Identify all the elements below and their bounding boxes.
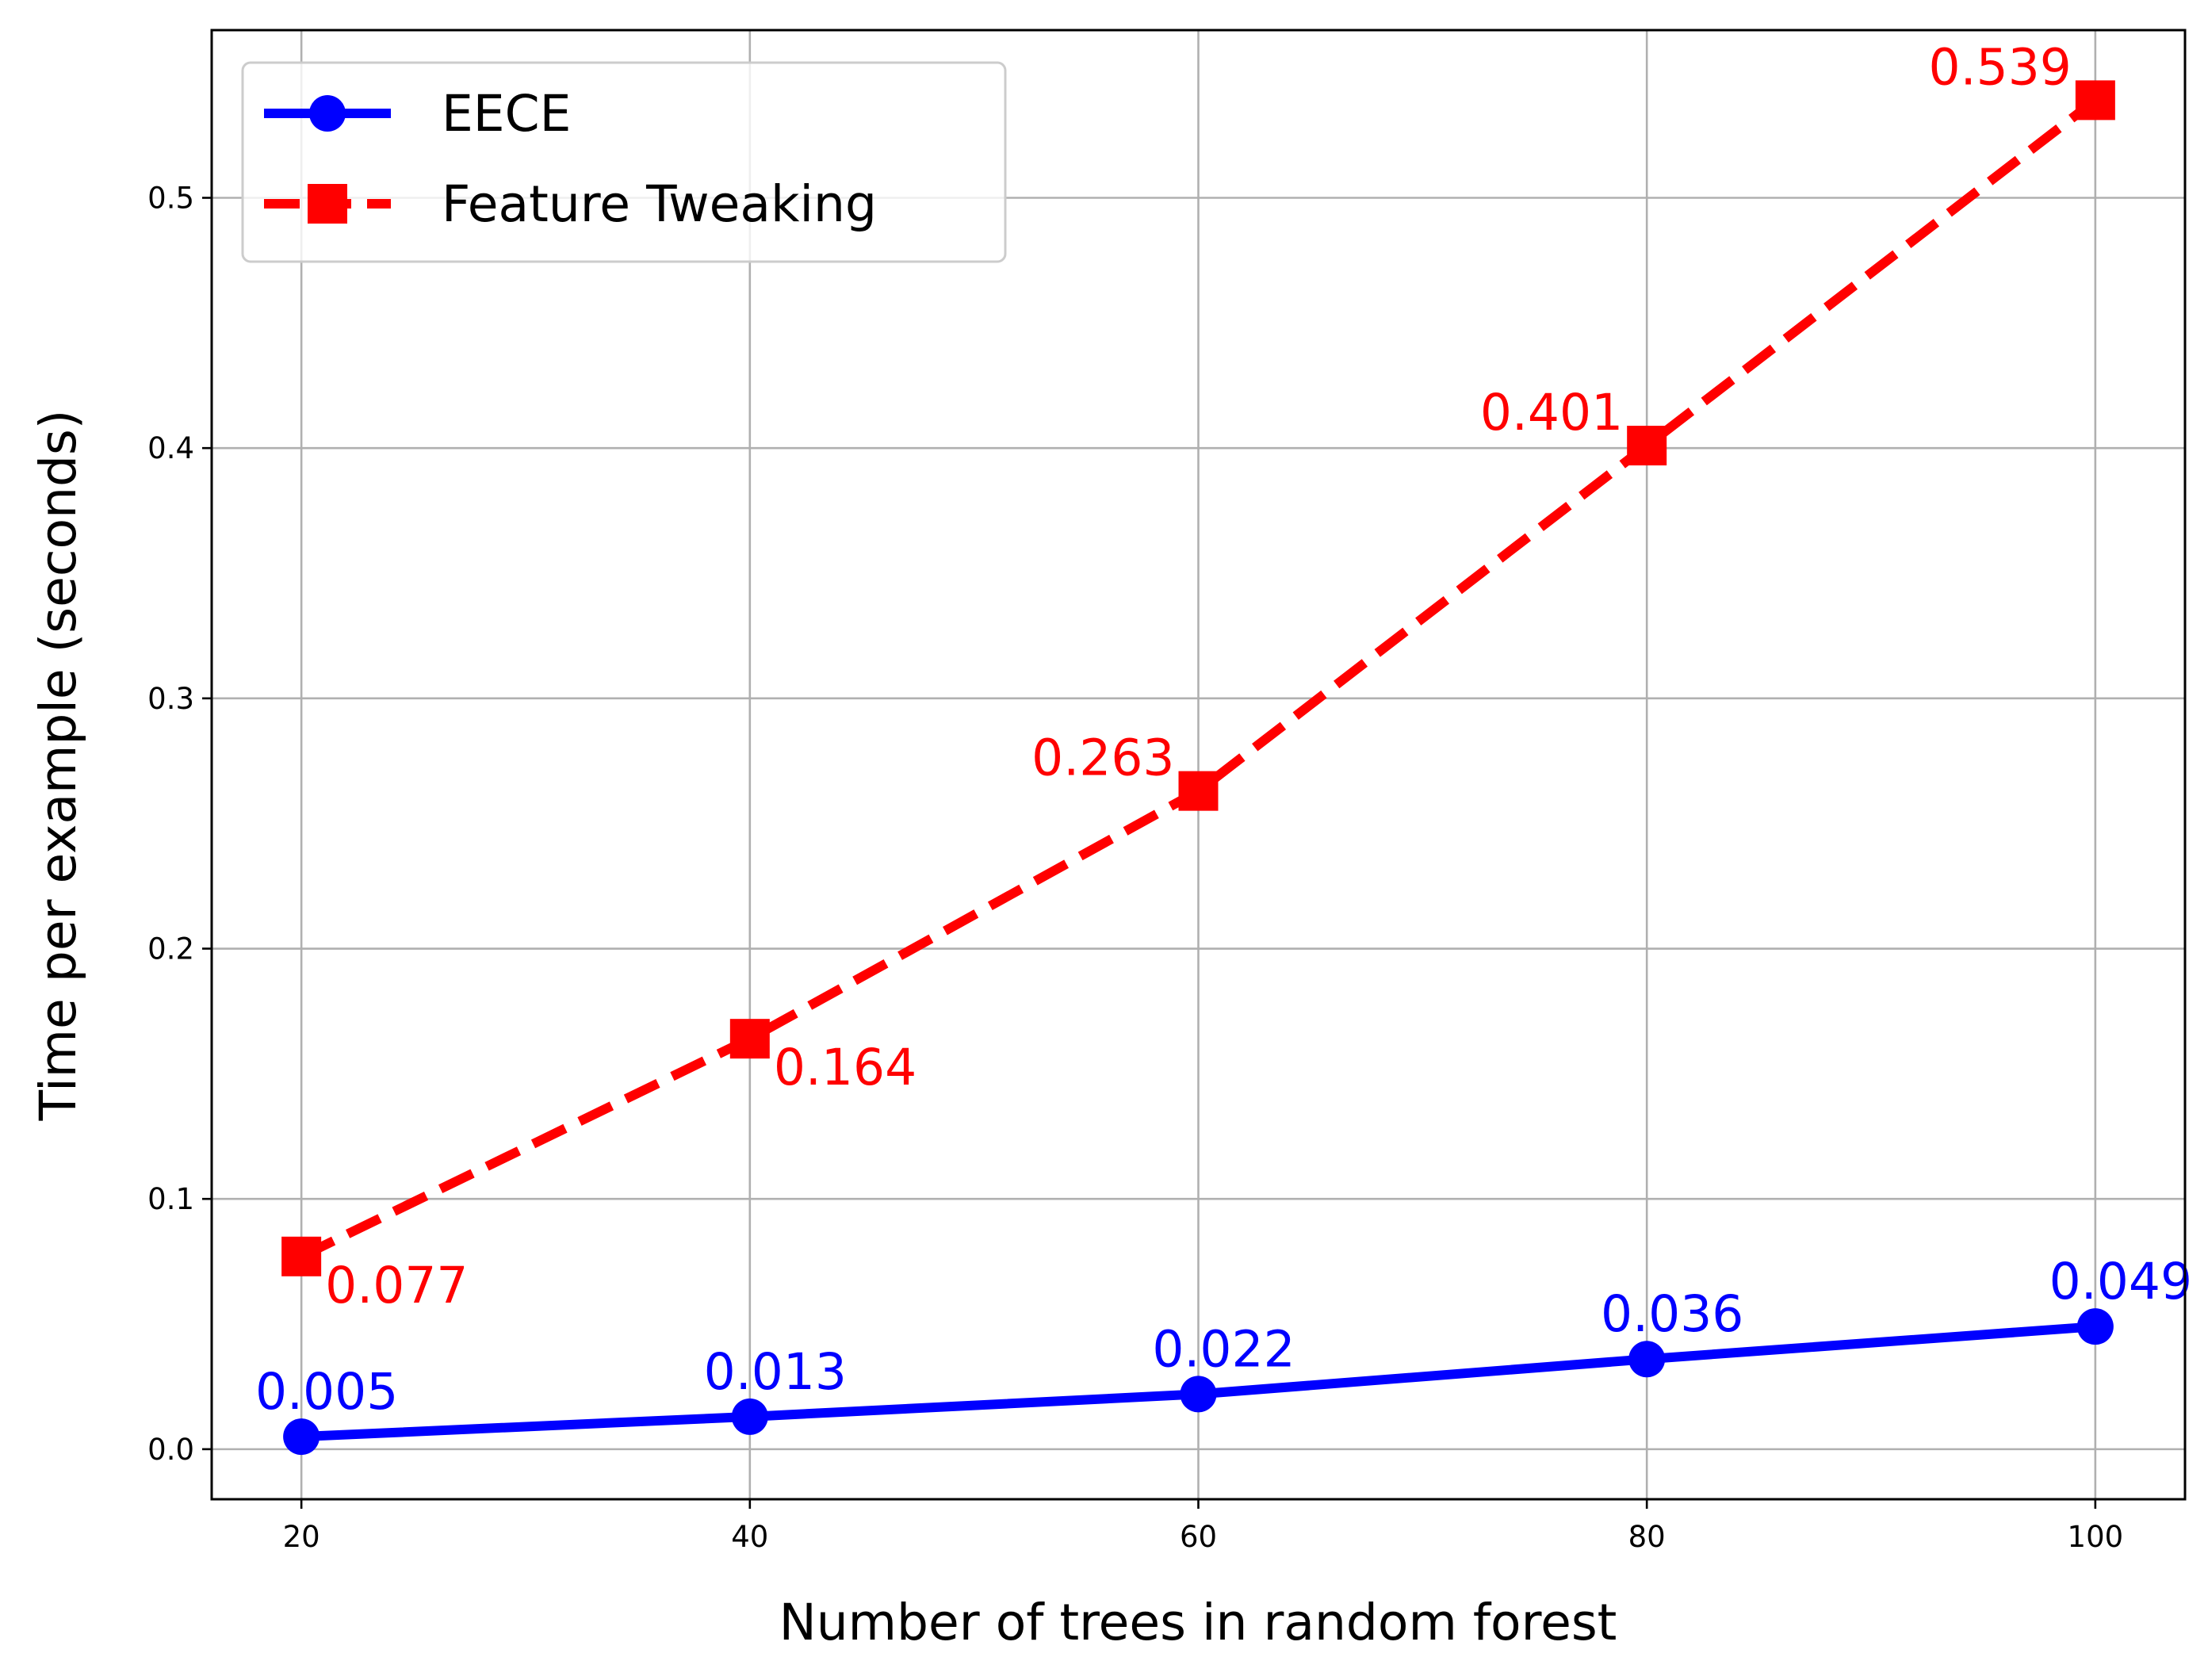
data-label: 0.077 (325, 1257, 468, 1315)
legend-marker (308, 184, 347, 224)
x-tick-label: 100 (2068, 1520, 2124, 1554)
legend-entry: Feature Tweaking (264, 175, 877, 233)
data-point (2075, 80, 2115, 121)
series-feature-tweaking (281, 80, 2115, 1276)
data-point (1178, 771, 1219, 811)
data-label: 0.539 (1929, 38, 2072, 96)
data-label: 0.401 (1480, 384, 1623, 442)
y-tick-label: 0.5 (147, 182, 194, 216)
data-point (281, 1236, 322, 1276)
data-point (1628, 1341, 1666, 1378)
x-tick-label: 40 (731, 1520, 768, 1554)
data-point (731, 1398, 768, 1435)
data-label: 0.013 (704, 1343, 847, 1401)
x-tick-label: 20 (283, 1520, 320, 1554)
data-label: 0.005 (255, 1363, 398, 1421)
y-tick-label: 0.2 (147, 932, 194, 966)
data-label: 0.164 (774, 1039, 916, 1096)
legend-label: EECE (442, 85, 571, 143)
data-label: 0.036 (1601, 1285, 1743, 1343)
x-tick-label: 60 (1180, 1520, 1217, 1554)
legend-box (241, 61, 1007, 263)
x-axis-title: Number of trees in random forest (779, 1594, 1617, 1651)
data-label: 0.022 (1152, 1320, 1295, 1378)
x-tick-label: 80 (1628, 1520, 1666, 1554)
series-lines (281, 80, 2115, 1456)
y-tick-label: 0.4 (147, 431, 194, 465)
data-point (283, 1418, 320, 1456)
y-tick-label: 0.1 (147, 1182, 194, 1216)
data-point (1180, 1376, 1217, 1413)
series-eece (283, 1308, 2114, 1456)
legend-label: Feature Tweaking (442, 175, 877, 233)
y-tick-label: 0.0 (147, 1433, 194, 1467)
grid (212, 30, 2185, 1499)
legend-marker (309, 95, 346, 132)
data-point (729, 1019, 770, 1059)
legend: EECE Feature Tweaking (241, 61, 1007, 263)
data-labels: 0.005 0.013 0.022 0.036 0.049 0.077 0.164 0.263… (255, 38, 2192, 1421)
data-label: 0.263 (1031, 729, 1174, 787)
y-axis-title: Time per example (seconds) (29, 410, 87, 1122)
y-tick-label: 0.3 (147, 682, 194, 716)
legend-entry: EECE (264, 85, 571, 143)
data-point (1627, 426, 1667, 466)
data-point (2076, 1308, 2114, 1345)
data-label: 0.049 (2049, 1253, 2192, 1311)
axis-ticks: 20 40 60 80 100 0.0 0.1 0.2 0.3 0.4 0.5 (147, 182, 2123, 1554)
